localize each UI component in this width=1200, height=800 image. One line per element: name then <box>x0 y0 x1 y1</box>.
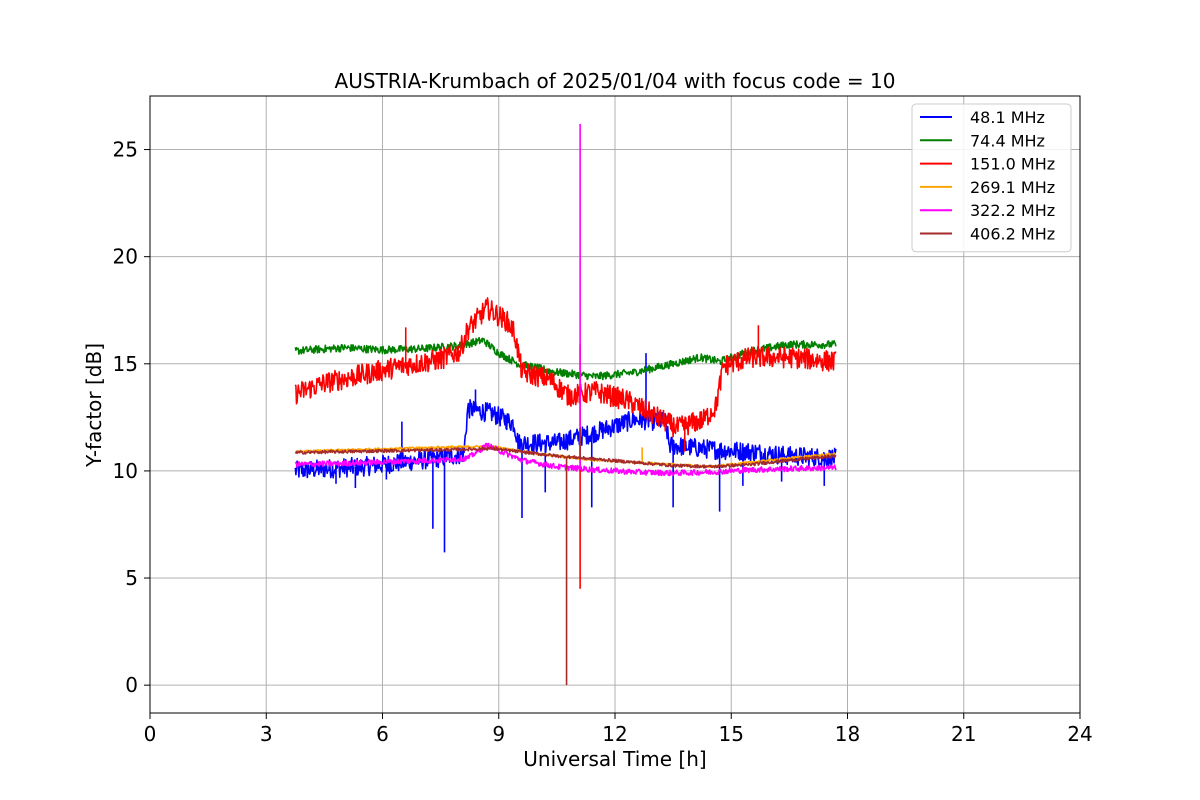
y-tick-label: 0 <box>125 673 138 697</box>
y-tick-label: 15 <box>113 352 138 376</box>
y-axis-label: Y-factor [dB] <box>82 343 106 468</box>
y-tick-label: 10 <box>113 459 138 483</box>
series-line-6 <box>295 428 837 686</box>
y-tick-label: 25 <box>113 138 138 162</box>
x-tick-label: 18 <box>835 722 860 746</box>
y-axis-ticks: 0 5 10 15 20 25 <box>113 138 150 697</box>
x-tick-label: 24 <box>1067 722 1092 746</box>
y-tick-label: 20 <box>113 245 138 269</box>
x-axis-label: Universal Time [h] <box>523 747 706 771</box>
legend-label: 269.1 MHz <box>970 178 1055 197</box>
legend-label: 74.4 MHz <box>970 131 1045 150</box>
legend-label: 48.1 MHz <box>970 108 1045 127</box>
x-tick-label: 15 <box>719 722 744 746</box>
legend-label: 406.2 MHz <box>970 225 1055 244</box>
legend-label: 151.0 MHz <box>970 155 1055 174</box>
x-tick-label: 6 <box>376 722 389 746</box>
x-tick-label: 0 <box>144 722 157 746</box>
series-layer <box>294 123 837 686</box>
x-tick-label: 3 <box>260 722 273 746</box>
chart-title: AUSTRIA-Krumbach of 2025/01/04 with focu… <box>335 69 896 93</box>
y-tick-label: 5 <box>125 566 138 590</box>
x-tick-label: 21 <box>951 722 976 746</box>
legend: 48.1 MHz 74.4 MHz 151.0 MHz 269.1 MHz 32… <box>911 103 1072 253</box>
series-line-5 <box>294 123 837 477</box>
x-tick-label: 12 <box>602 722 627 746</box>
x-tick-label: 9 <box>492 722 505 746</box>
x-axis-ticks: 0 3 6 9 12 15 18 21 24 <box>144 713 1093 746</box>
legend-label: 322.2 MHz <box>970 201 1055 220</box>
